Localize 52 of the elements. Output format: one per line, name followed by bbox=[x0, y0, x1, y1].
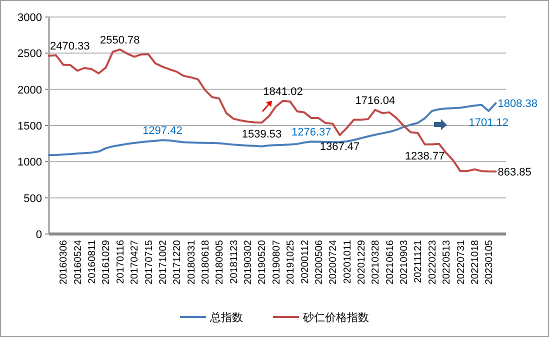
x-tick-label: 20220731 bbox=[456, 240, 467, 284]
x-tick-label: 20171002 bbox=[158, 240, 169, 284]
x-tick-label: 20200724 bbox=[328, 240, 340, 284]
x-tick-label: 20190807 bbox=[271, 240, 282, 284]
x-tick-label: 20191025 bbox=[286, 240, 297, 284]
x-tick-label: 20230105 bbox=[484, 240, 496, 284]
data-label: 1297.42 bbox=[142, 125, 182, 138]
data-label: 2470.33 bbox=[50, 40, 90, 52]
x-tick-label: 20160811 bbox=[87, 240, 98, 284]
x-tick-label: 20190302 bbox=[243, 240, 254, 284]
x-tick-label: 20190520 bbox=[257, 240, 268, 284]
y-tick-label: 1000 bbox=[18, 156, 42, 169]
data-label: 1539.53 bbox=[242, 128, 282, 141]
y-tick-label: 500 bbox=[24, 192, 42, 205]
x-tick-label: 20161029 bbox=[101, 240, 112, 284]
x-tick-label: 20170116 bbox=[115, 240, 126, 284]
x-tick-label: 20210616 bbox=[384, 240, 396, 284]
data-label: 1841.02 bbox=[263, 86, 303, 98]
x-tick-label: 20180905 bbox=[214, 240, 226, 284]
data-label: 1238.77 bbox=[404, 150, 445, 162]
x-tick-label: 20181123 bbox=[228, 240, 240, 284]
data-label: 1716.04 bbox=[355, 94, 396, 107]
x-tick-label: 20180331 bbox=[186, 240, 198, 284]
y-tick-label: 2000 bbox=[18, 84, 42, 96]
x-tick-label: 20160306 bbox=[58, 240, 70, 284]
x-tick-label: 20221018 bbox=[470, 240, 481, 284]
x-tick-label: 20201011 bbox=[342, 240, 354, 284]
data-label: 2550.78 bbox=[100, 34, 140, 46]
x-tick-label: 20180618 bbox=[200, 240, 212, 284]
x-tick-label: 20210903 bbox=[399, 240, 410, 284]
x-tick-label: 20170715 bbox=[144, 240, 155, 284]
x-tick-label: 20210328 bbox=[370, 240, 382, 284]
x-tick-label: 20201229 bbox=[356, 240, 368, 284]
x-tick-label: 20171220 bbox=[172, 240, 184, 284]
x-tick-label: 20170427 bbox=[130, 240, 141, 284]
legend-label: 总指数 bbox=[209, 311, 243, 324]
x-tick-label: 20160524 bbox=[72, 240, 84, 284]
y-tick-label: 2500 bbox=[18, 48, 42, 60]
y-tick-label: 1500 bbox=[18, 120, 42, 132]
data-label: 1701.12 bbox=[468, 116, 509, 129]
x-tick-label: 20200112 bbox=[300, 240, 311, 284]
data-label: 863.85 bbox=[498, 166, 532, 179]
x-tick-label: 20220223 bbox=[427, 240, 438, 284]
x-tick-label: 20220513 bbox=[442, 240, 453, 284]
x-tick-label: 20211121 bbox=[413, 240, 424, 284]
data-label: 1808.38 bbox=[498, 98, 538, 110]
legend-label: 砂仁价格指数 bbox=[302, 311, 369, 324]
data-label: 1367.47 bbox=[320, 141, 360, 154]
y-tick-label: 0 bbox=[36, 229, 42, 241]
data-label: 1276.37 bbox=[291, 126, 332, 139]
x-tick-label: 20200506 bbox=[314, 240, 325, 284]
y-tick-label: 3000 bbox=[18, 12, 42, 24]
